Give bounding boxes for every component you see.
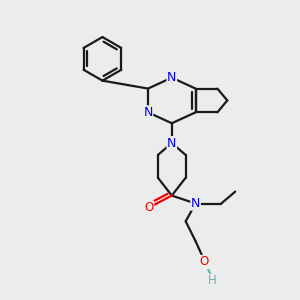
Text: N: N	[167, 71, 176, 84]
Text: N: N	[191, 197, 200, 210]
Text: H: H	[208, 274, 217, 287]
Text: O: O	[200, 256, 209, 268]
Text: N: N	[143, 106, 153, 119]
Text: N: N	[167, 136, 176, 150]
Text: O: O	[144, 201, 154, 214]
